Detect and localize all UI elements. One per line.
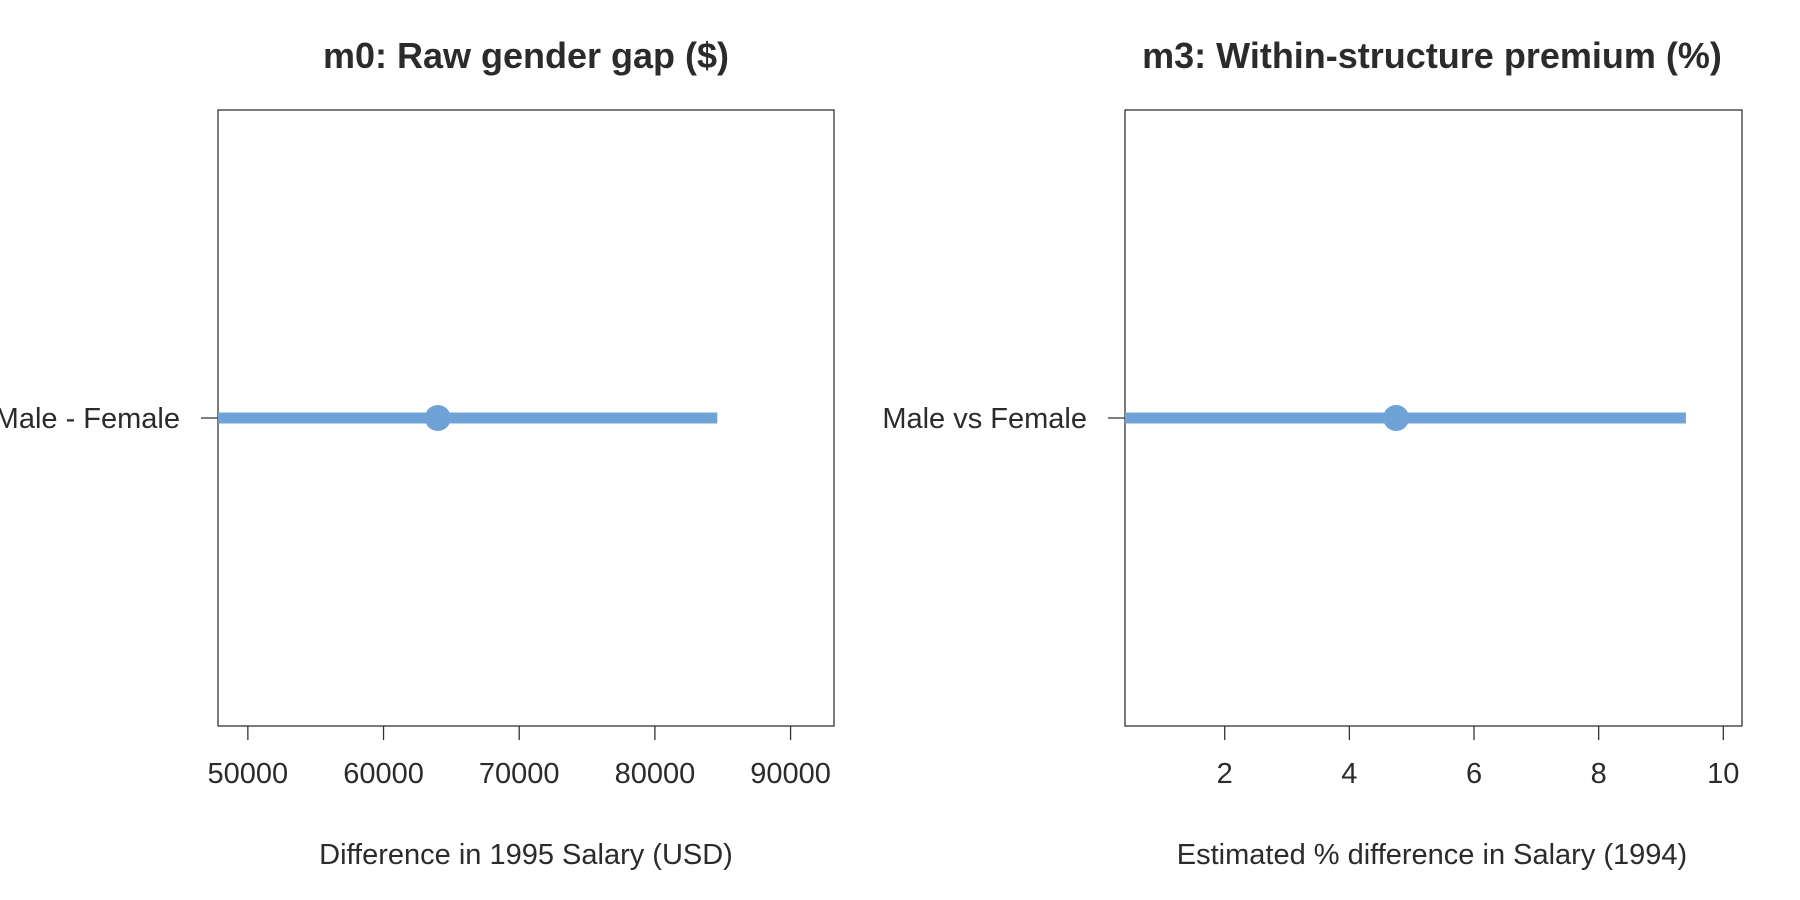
x-tick-label-m0: 60000: [343, 758, 424, 790]
panel-m3: m3: Within-structure premium (%) 2 4 6 8 10 …: [882, 35, 1743, 871]
x-tick-label-m3: 6: [1466, 758, 1482, 790]
x-tick-label-m0: 80000: [615, 758, 696, 790]
chart-title-m0: m0: Raw gender gap ($): [323, 35, 729, 76]
x-tick-label-m3: 4: [1341, 758, 1357, 790]
y-tick-label-m3: Male vs Female: [882, 403, 1087, 435]
x-axis-label-m0: Difference in 1995 Salary (USD): [319, 839, 733, 871]
y-axis-m0: Male - Female: [0, 403, 218, 435]
x-tick-label-m3: 8: [1591, 758, 1607, 790]
chart-title-m3: m3: Within-structure premium (%): [1142, 35, 1722, 76]
x-axis-m3: 2 4 6 8 10: [1217, 726, 1739, 790]
point-estimate-m3: [1383, 405, 1410, 431]
y-axis-m3: Male vs Female: [882, 403, 1125, 435]
estimates-m3: [1125, 405, 1686, 431]
x-tick-label-m0: 50000: [208, 758, 289, 790]
y-tick-label-m0: Male - Female: [0, 403, 180, 435]
x-tick-label-m3: 2: [1217, 758, 1233, 790]
x-tick-label-m0: 70000: [479, 758, 560, 790]
x-tick-label-m3: 10: [1707, 758, 1739, 790]
point-estimate-m0: [424, 405, 451, 431]
x-axis-m0: 50000 60000 70000 80000 90000: [208, 726, 831, 790]
x-tick-label-m0: 90000: [750, 758, 831, 790]
estimates-m0: [218, 405, 718, 431]
panel-m0: m0: Raw gender gap ($) 50000 60000 70000 80…: [0, 35, 835, 871]
x-axis-label-m3: Estimated % difference in Salary (1994): [1177, 839, 1687, 871]
